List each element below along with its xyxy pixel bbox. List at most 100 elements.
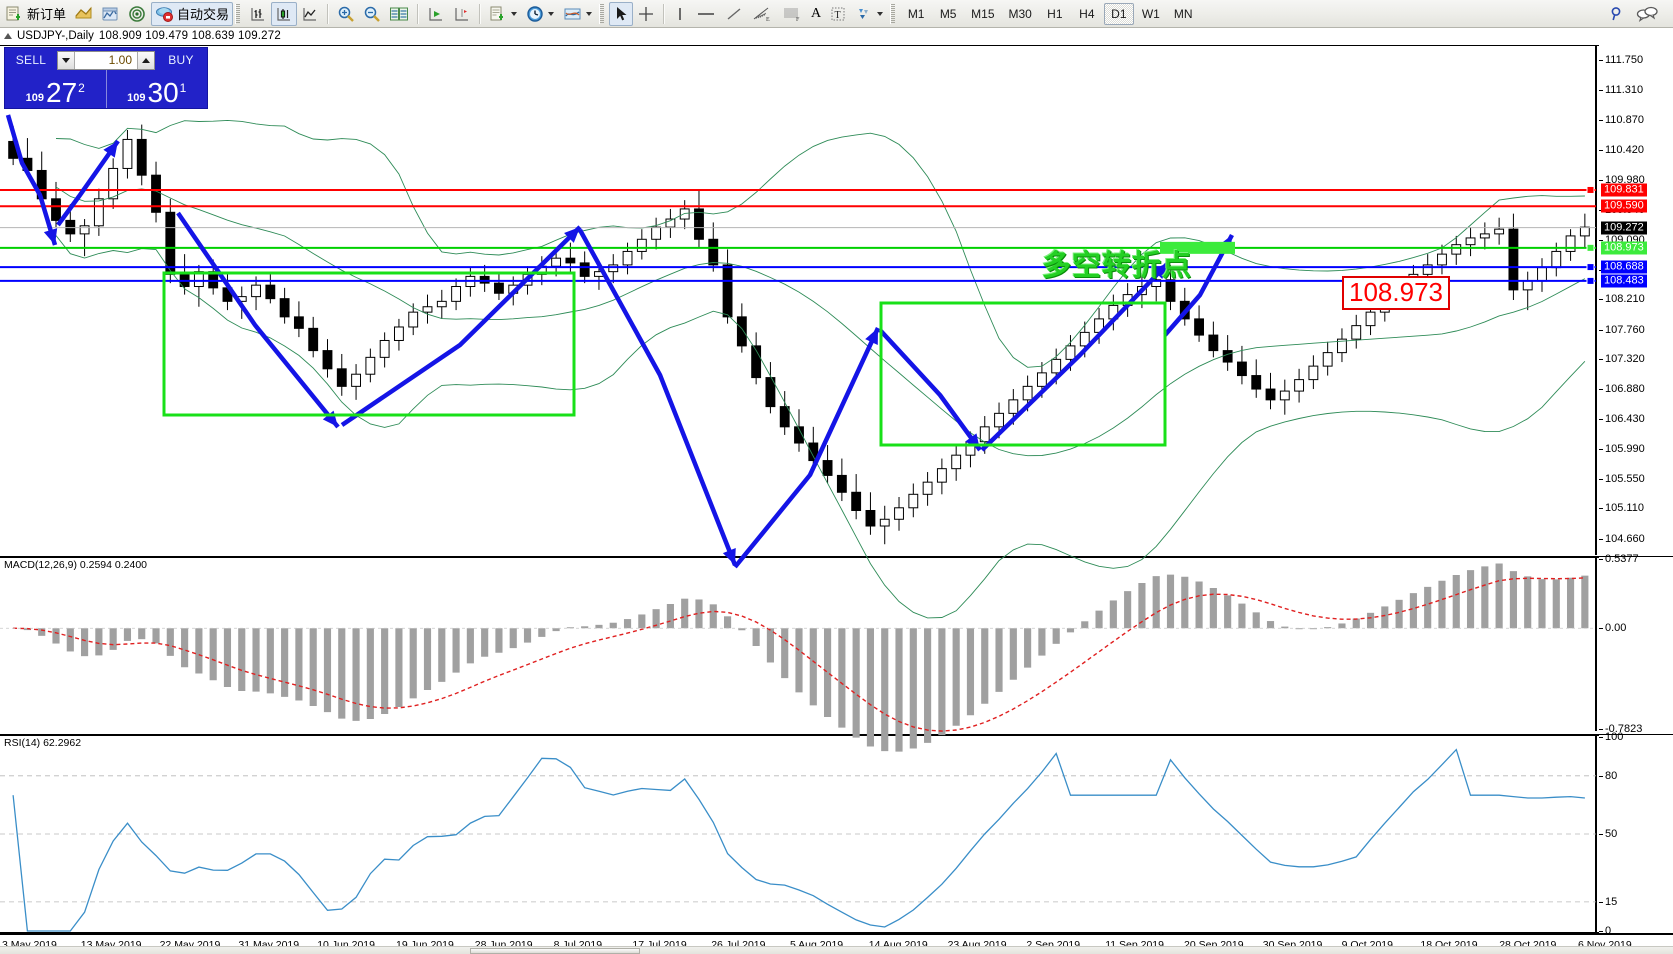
price-axis[interactable]: 111.750 111.310 110.870 110.420 109.980 109.5… (1598, 45, 1673, 555)
toolbar-grip-3[interactable] (890, 3, 896, 24)
oct-top-row: SELL 1.00 BUY (5, 48, 207, 70)
price-label-108.973[interactable]: 108.973 (1601, 241, 1647, 255)
indicators-button[interactable] (559, 2, 597, 26)
vertical-line-button[interactable] (669, 2, 691, 26)
sell-price-big-figure: 109 (25, 92, 44, 104)
search-icon[interactable] (1607, 5, 1625, 23)
svg-text:T: T (835, 10, 841, 21)
indicators-caret-icon[interactable] (586, 11, 593, 16)
period-button[interactable] (522, 2, 559, 26)
timeframe-button-m15[interactable]: M15 (971, 6, 995, 21)
chart-shift-button[interactable] (449, 2, 475, 26)
price-label-108.483[interactable]: 108.483 (1601, 274, 1647, 288)
data-window-button[interactable] (385, 2, 413, 26)
macd-series (0, 563, 1596, 752)
auto-scroll-icon (427, 5, 445, 23)
zoom-in-button[interactable] (333, 2, 359, 26)
macd-signal-line (13, 577, 1585, 732)
toolbar-grip-2[interactable] (599, 3, 605, 24)
price-callout-box[interactable]: 108.973 (1342, 275, 1450, 310)
sell-label[interactable]: SELL (15, 53, 47, 67)
elliott-wave-button[interactable]: E (747, 2, 777, 26)
chart-canvas[interactable] (0, 45, 1673, 933)
fibonacci-button[interactable]: F (777, 2, 807, 26)
timeframe-button-m30[interactable]: M30 (1008, 6, 1032, 21)
trendline-button[interactable] (721, 2, 747, 26)
text-label-button[interactable]: T (825, 2, 851, 26)
chat-icon[interactable] (1635, 5, 1659, 23)
volume-value[interactable]: 1.00 (75, 51, 137, 69)
shapes-caret-icon[interactable] (877, 11, 884, 16)
buy-label[interactable]: BUY (168, 53, 194, 67)
horizontal-line-button[interactable] (691, 2, 721, 26)
charts-button[interactable] (70, 2, 97, 26)
templates-caret-icon[interactable] (511, 11, 518, 16)
volume-increase-button[interactable] (137, 51, 154, 69)
price-label-108.688[interactable]: 108.688 (1601, 260, 1647, 274)
scrollbar-thumb[interactable] (470, 948, 640, 954)
timeframe-button-mn[interactable]: MN (1173, 6, 1193, 21)
timeframe-button-h1[interactable]: H1 (1047, 6, 1063, 21)
candlestick-chart-button[interactable] (271, 1, 298, 26)
zoom-out-icon (363, 5, 381, 23)
rsi-tick-1: 80 (1598, 769, 1618, 782)
rsi-indicator-label: RSI(14) 62.2962 (4, 737, 82, 749)
buy-button[interactable]: 109 30 1 (105, 70, 208, 108)
turning-point-annotation[interactable]: 多空转折点 (1042, 248, 1193, 282)
market-watch-button[interactable] (97, 2, 124, 26)
zoom-in-icon (337, 5, 355, 23)
text-icon: A (811, 5, 822, 21)
timeframe-button-w1[interactable]: W1 (1141, 6, 1160, 21)
price-label-109.590[interactable]: 109.590 (1601, 199, 1647, 213)
price-label-109.831[interactable]: 109.831 (1601, 183, 1647, 197)
timeframe-button-m5[interactable]: M5 (939, 6, 957, 21)
rsi-axis[interactable]: 100 80 50 15 0 (1598, 731, 1673, 937)
collapse-triangle-icon[interactable] (4, 33, 12, 39)
volume-decrease-button[interactable] (58, 51, 75, 69)
macd-tick-1: 0.00 (1598, 622, 1627, 635)
new-order-label: 新订单 (27, 7, 67, 22)
trend-arrow-line (5, 114, 58, 246)
text-button[interactable]: A (807, 2, 825, 26)
sell-button[interactable]: 109 27 2 (5, 70, 106, 108)
templates-button[interactable] (485, 2, 522, 26)
price-label-109.272[interactable]: 109.272 (1601, 221, 1647, 235)
bar-chart-button[interactable] (245, 2, 271, 26)
chevron-down-icon (62, 57, 70, 63)
period-caret-icon[interactable] (548, 11, 555, 16)
macd-axis[interactable]: 0.5377 0.00 -0.7823 (1598, 553, 1673, 735)
bollinger-lower (55, 235, 1586, 619)
timeframe-button-h4[interactable]: H4 (1079, 6, 1095, 21)
horizontal-scrollbar[interactable] (0, 946, 1673, 954)
chart-area[interactable]: 111.750 111.310 110.870 110.420 109.980 109.5… (0, 45, 1673, 937)
new-order-button[interactable]: 新订单 (2, 2, 70, 26)
zoom-out-button[interactable] (359, 2, 385, 26)
navigator-button[interactable] (124, 2, 151, 26)
toolbar-grip-1[interactable] (235, 3, 241, 24)
timeframe-button-m1[interactable]: M1 (907, 6, 925, 21)
trend-arrow-line (340, 225, 582, 427)
consolidation-box-right (879, 301, 1167, 447)
market-watch-icon (101, 5, 120, 23)
buy-price-pips: 30 (147, 77, 179, 108)
bollinger-upper (55, 119, 1585, 368)
candlestick-series (8, 124, 1590, 545)
consolidation-box-left (162, 271, 576, 417)
trendline-icon (725, 5, 743, 23)
shapes-button[interactable] (851, 2, 888, 26)
vertical-line-icon (673, 5, 687, 23)
crosshair-button[interactable] (633, 2, 659, 26)
data-window-icon (389, 5, 409, 23)
one-click-trading-panel[interactable]: SELL 1.00 BUY 109 27 2 109 30 1 (4, 47, 208, 109)
line-chart-button[interactable] (297, 2, 323, 26)
horizontal-line-icon (695, 5, 717, 23)
auto-scroll-button[interactable] (423, 2, 449, 26)
symbol-ohlc: 108.909 109.479 108.639 109.272 (98, 30, 281, 42)
svg-text:F: F (796, 17, 800, 23)
timeframe-button-d1[interactable]: D1 (1103, 2, 1134, 25)
auto-trading-button[interactable]: 自动交易 (151, 1, 234, 26)
cursor-button[interactable] (609, 1, 634, 26)
trend-arrow-line (56, 139, 120, 227)
volume-stepper[interactable]: 1.00 (57, 50, 155, 70)
price-tick-10: 107.320 (1599, 353, 1645, 366)
